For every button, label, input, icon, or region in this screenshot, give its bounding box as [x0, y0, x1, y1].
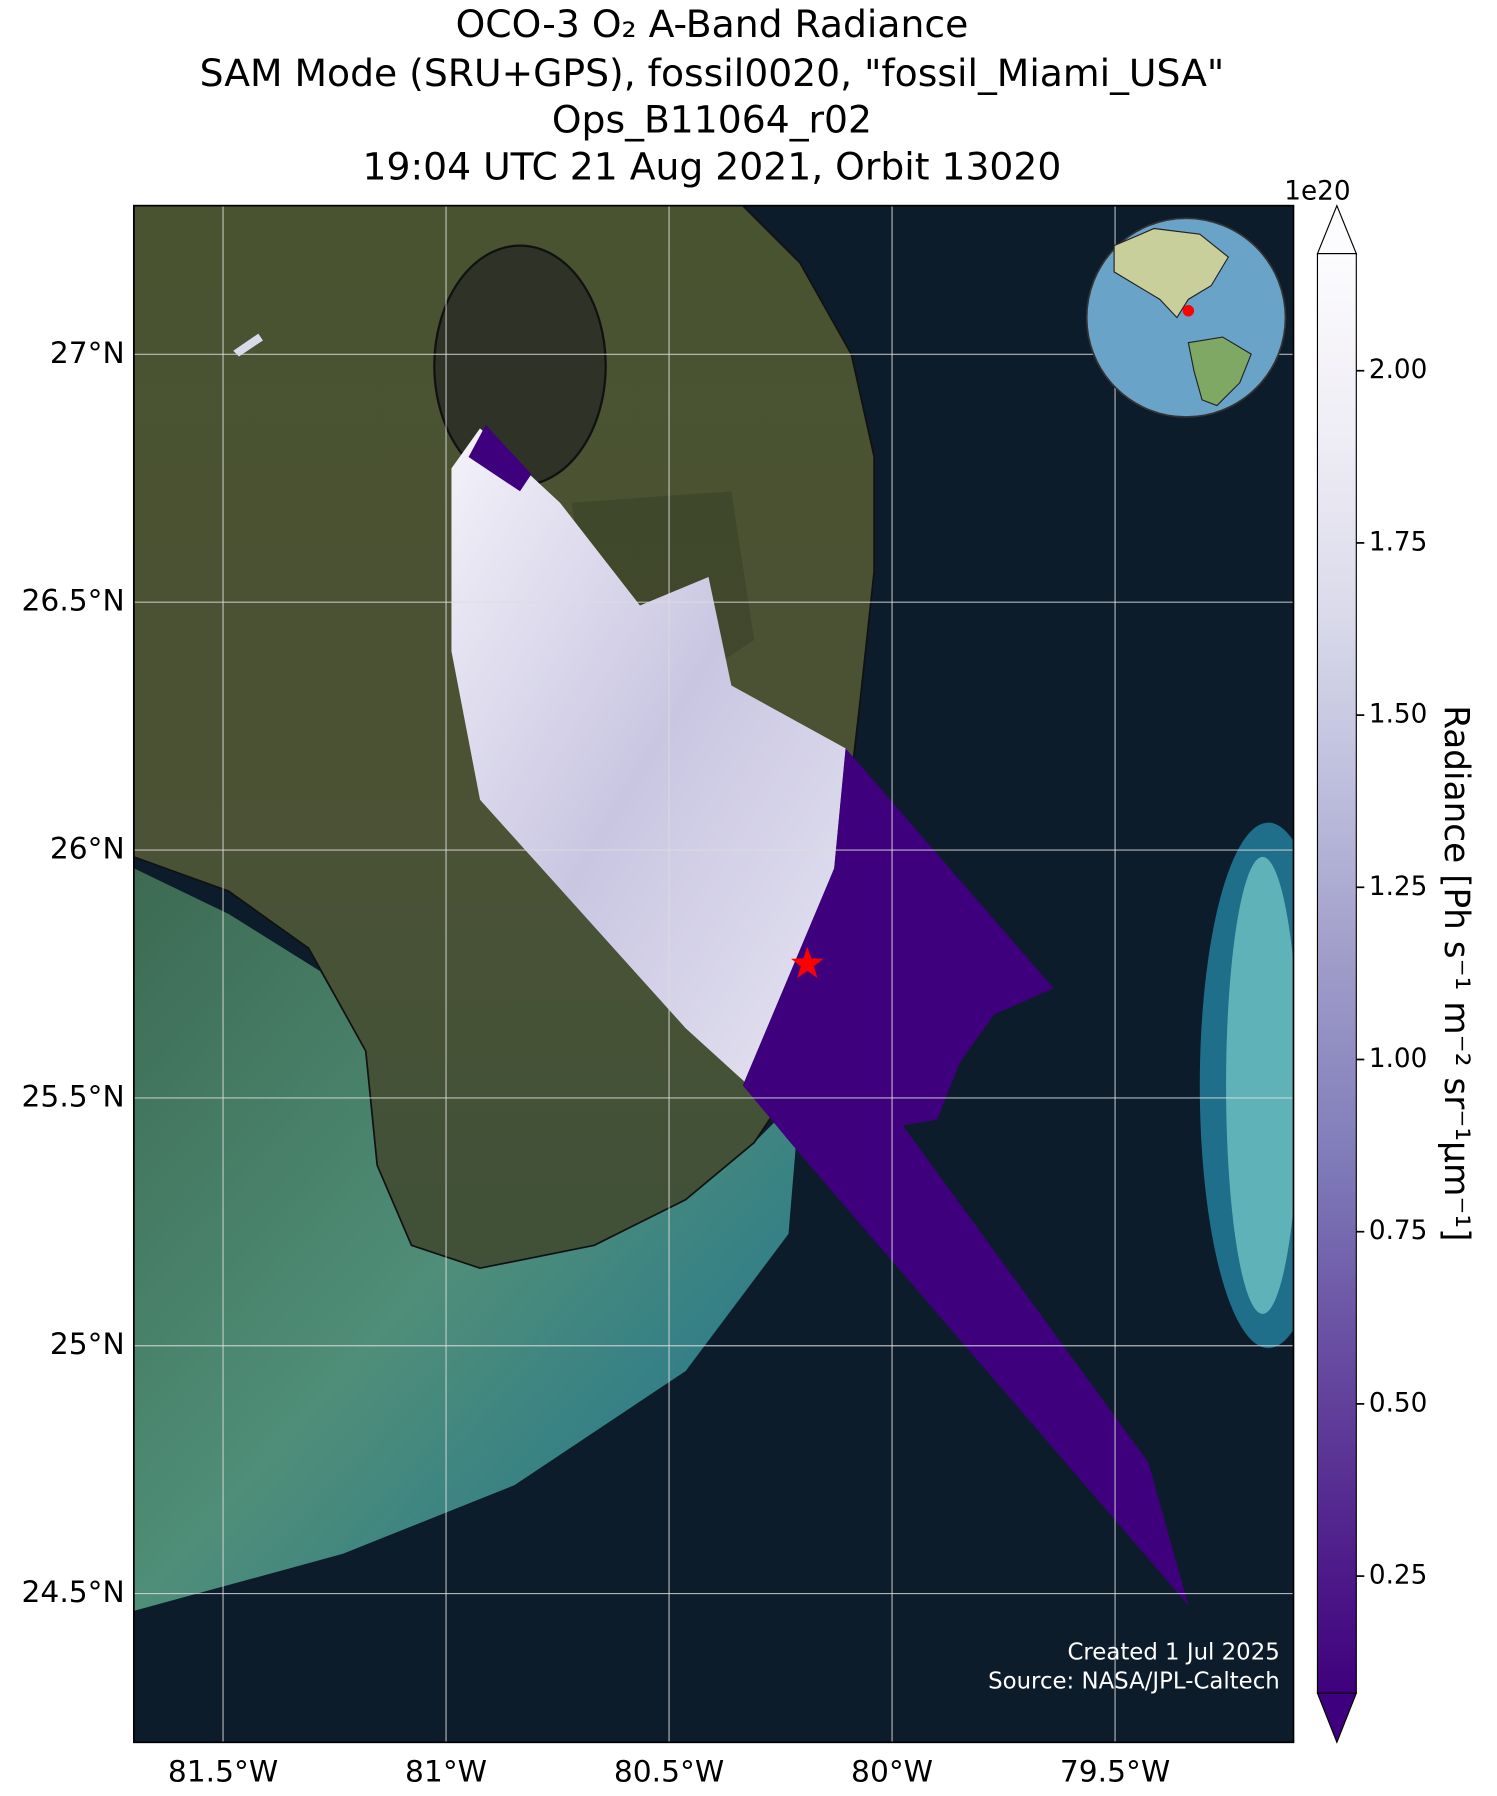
colorbar-tick-label: 1.75: [1369, 527, 1427, 557]
credit: Source: NASA/JPL-Caltech: [988, 1668, 1280, 1694]
title-line: SAM Mode (SRU+GPS), fossil0020, "fossil_…: [200, 51, 1225, 95]
x-tick-label: 80°W: [851, 1755, 933, 1790]
colorbar-tick-label: 0.50: [1369, 1388, 1427, 1418]
colorbar-tick-label: 0.75: [1369, 1216, 1427, 1246]
colorbar-body: [1316, 253, 1357, 1694]
target-marker: [791, 946, 824, 978]
north-america: [1113, 227, 1230, 319]
colorbar-tick-label: 2.00: [1369, 355, 1427, 385]
axes: 81.5°W 81°W 80.5°W 80°W 79.5°W 27°N 26.5°N 26°N…: [22, 336, 1171, 1790]
y-tick-label: 25.5°N: [22, 1079, 125, 1114]
x-tick-label: 81°W: [405, 1755, 487, 1790]
colorbar-tick-label: 1.25: [1369, 872, 1427, 902]
x-tick-label: 81.5°W: [168, 1755, 278, 1790]
colorbar-offset: 1e20: [1284, 176, 1350, 206]
swath-dark: [742, 748, 1189, 1606]
colorbar: 0.25 0.50 0.75 1.00 1.25 1.50 1.75 2.00 1e20 Radi…: [1284, 176, 1476, 1744]
colorbar-extend-high: [1316, 204, 1358, 255]
y-tick-label: 24.5°N: [22, 1575, 125, 1610]
plot-frame: [132, 204, 1295, 1744]
bahamas-shallows: [1226, 856, 1294, 1314]
shallow-water: [133, 868, 800, 1611]
y-tick-label: 25°N: [50, 1327, 125, 1362]
title-line: Ops_B11064_r02: [552, 98, 872, 142]
title-line: 19:04 UTC 21 Aug 2021, Orbit 13020: [363, 145, 1062, 189]
colorbar-extend-low: [1316, 1692, 1358, 1744]
south-america: [1187, 336, 1252, 407]
credit: Created 1 Jul 2025: [1067, 1640, 1279, 1666]
colorbar-label: Radiance [Ph s⁻¹ m⁻² sr⁻¹μm⁻¹]: [1436, 705, 1476, 1241]
colorbar-tick-label: 1.00: [1369, 1044, 1427, 1074]
y-tick-label: 27°N: [50, 336, 125, 371]
swath-dark: [468, 425, 532, 492]
colorbar-tick-label: 0.25: [1369, 1561, 1427, 1591]
swath-bright: [233, 333, 263, 357]
globe-inset: [1085, 217, 1287, 418]
swath-bright: [451, 428, 846, 1086]
map: [133, 205, 1294, 1743]
globe-marker: [1182, 305, 1195, 317]
title: OCO-3 O₂ A-Band Radiance SAM Mode (SRU+G…: [200, 2, 1225, 189]
grid: [133, 205, 1294, 1743]
x-tick-label: 80.5°W: [614, 1755, 724, 1790]
colorbar-tick-label: 1.50: [1369, 700, 1427, 730]
x-tick-label: 79.5°W: [1060, 1755, 1170, 1790]
title-line: OCO-3 O₂ A-Band Radiance: [456, 2, 969, 46]
lake-okeechobee: [433, 244, 607, 487]
y-tick-label: 26.5°N: [22, 584, 125, 619]
y-tick-label: 26°N: [50, 832, 125, 867]
